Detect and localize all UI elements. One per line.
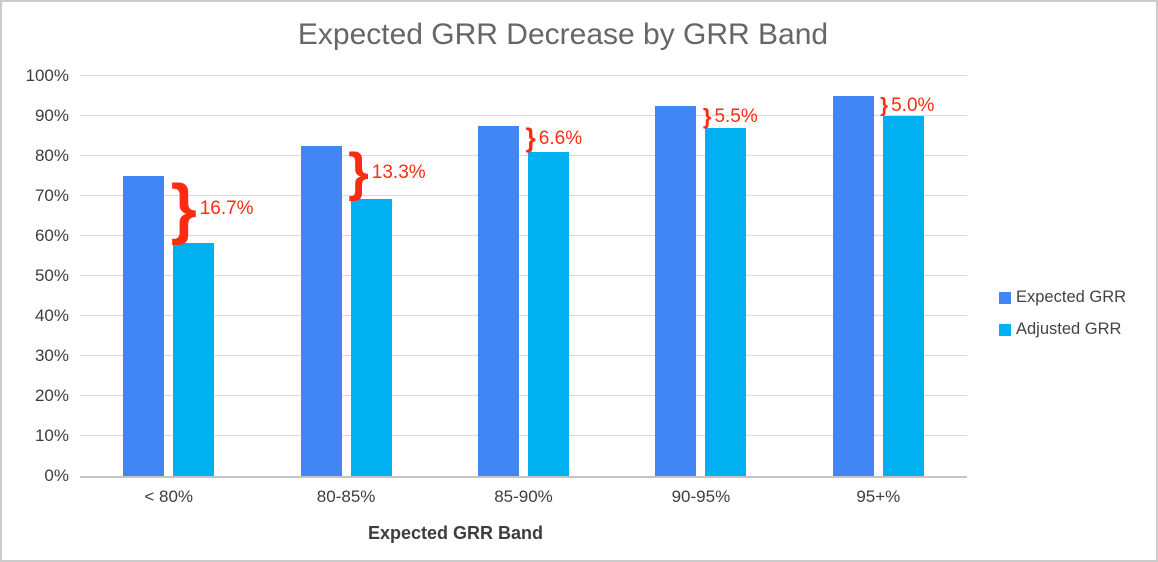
y-tick-label: 90% xyxy=(34,106,69,125)
legend-swatch-icon xyxy=(999,323,1011,336)
decrease-annotation: } 13.3% xyxy=(348,146,426,199)
chart-title: Expected GRR Decrease by GRR Band xyxy=(297,18,829,51)
decrease-annotation: } 6.6% xyxy=(525,123,583,154)
decrease-annotation: } 16.7% xyxy=(171,176,254,243)
bar-adjusted-grr xyxy=(173,242,215,476)
brace-icon: } xyxy=(702,104,712,130)
brace-icon: } xyxy=(880,95,889,117)
x-tick-label: 95+% xyxy=(856,487,901,506)
bar-expected-grr xyxy=(478,126,519,476)
y-tick-label: 10% xyxy=(34,426,69,445)
y-tick-label: 80% xyxy=(34,146,69,165)
gridline xyxy=(80,235,967,236)
y-tick-label: 70% xyxy=(34,186,69,205)
plot-area: } 16.7%} 13.3%} 6.6%} 5.5%} 5.0% xyxy=(80,75,967,478)
gridline xyxy=(80,155,967,156)
gridline xyxy=(80,275,967,276)
x-tick-label: < 80% xyxy=(144,487,194,506)
legend-label: Adjusted GRR xyxy=(1016,320,1122,338)
decrease-annotation: } 5.0% xyxy=(880,95,935,117)
y-tick-label: 100% xyxy=(25,66,69,85)
decrease-value-label: 5.0% xyxy=(891,95,935,116)
bar-expected-grr xyxy=(832,96,874,476)
decrease-value-label: 6.6% xyxy=(538,128,583,150)
y-tick-label: 60% xyxy=(34,226,69,245)
brace-icon: } xyxy=(170,172,197,247)
legend-item-adjusted-grr: Adjusted GRR xyxy=(999,320,1126,339)
y-tick-label: 30% xyxy=(34,346,69,365)
legend-swatch-icon xyxy=(999,291,1011,304)
y-tick-label: 50% xyxy=(34,266,69,285)
brace-icon: } xyxy=(348,142,369,202)
y-tick-label: 20% xyxy=(34,386,69,405)
x-tick-label: 85-90% xyxy=(494,487,553,506)
x-axis-line xyxy=(80,476,967,478)
x-axis-title: Expected GRR Band xyxy=(367,523,544,543)
decrease-value-label: 13.3% xyxy=(371,161,426,183)
legend-label: Expected GRR xyxy=(1016,288,1127,306)
gridline xyxy=(80,355,967,356)
y-tick-label: 0% xyxy=(44,466,69,485)
bar-expected-grr xyxy=(300,146,342,476)
brace-icon: } xyxy=(525,123,536,154)
bar-expected-grr xyxy=(123,176,165,476)
bar-adjusted-grr xyxy=(705,128,747,476)
x-axis-labels: < 80% 80-85% 85-90% 90-95% 95+% xyxy=(80,487,967,509)
x-tick-label: 80-85% xyxy=(316,487,376,506)
bar-adjusted-grr xyxy=(350,199,392,476)
bar-expected-grr xyxy=(655,106,697,476)
gridline xyxy=(80,435,967,436)
x-tick-label: 90-95% xyxy=(671,487,731,506)
gridline xyxy=(80,115,967,116)
gridline xyxy=(80,395,967,396)
gridline xyxy=(80,195,967,196)
decrease-value-label: 16.7% xyxy=(199,198,254,220)
gridline xyxy=(80,315,967,316)
y-tick-label: 40% xyxy=(34,306,69,325)
legend: Expected GRR Adjusted GRR xyxy=(999,288,1126,339)
decrease-annotation: } 5.5% xyxy=(703,106,758,128)
bar-adjusted-grr xyxy=(528,152,569,476)
bar-adjusted-grr xyxy=(882,116,924,476)
legend-item-expected-grr: Expected GRR xyxy=(999,288,1126,307)
decrease-value-label: 5.5% xyxy=(714,106,758,127)
gridline xyxy=(80,75,967,76)
y-axis-labels: 0% 10% 20% 30% 40% 50% 60% 70% 80% 90% 100% xyxy=(2,66,69,485)
